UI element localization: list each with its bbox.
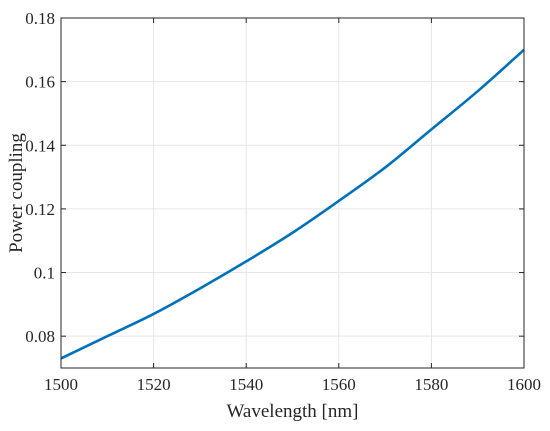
x-tick-label: 1540 bbox=[229, 375, 263, 394]
x-tick-label: 1560 bbox=[322, 375, 356, 394]
series-layer bbox=[60, 48, 525, 360]
x-tick-label: 1500 bbox=[44, 375, 78, 394]
y-tick-label: 0.12 bbox=[25, 200, 55, 219]
x-tick-labels: 1500 1520 1540 1560 1580 1600 bbox=[44, 375, 541, 394]
y-tick-label: 0.1 bbox=[34, 264, 55, 283]
x-tick-label: 1520 bbox=[137, 375, 171, 394]
y-tick-label: 0.18 bbox=[25, 9, 55, 28]
y-tick-labels: 0.08 0.1 0.12 0.14 0.16 0.18 bbox=[25, 9, 55, 346]
y-tick-label: 0.08 bbox=[25, 327, 55, 346]
axis-ticks bbox=[60, 17, 525, 368]
y-tick-label: 0.16 bbox=[25, 73, 55, 92]
x-tick-label: 1600 bbox=[507, 375, 541, 394]
plot-frame bbox=[60, 17, 525, 369]
x-tick-label: 1580 bbox=[414, 375, 448, 394]
y-axis-title: Power coupling bbox=[6, 133, 27, 253]
y-tick-label: 0.14 bbox=[25, 136, 55, 155]
series-line bbox=[60, 48, 525, 360]
grid bbox=[61, 18, 524, 368]
x-axis-title: Wavelength [nm] bbox=[227, 401, 359, 422]
